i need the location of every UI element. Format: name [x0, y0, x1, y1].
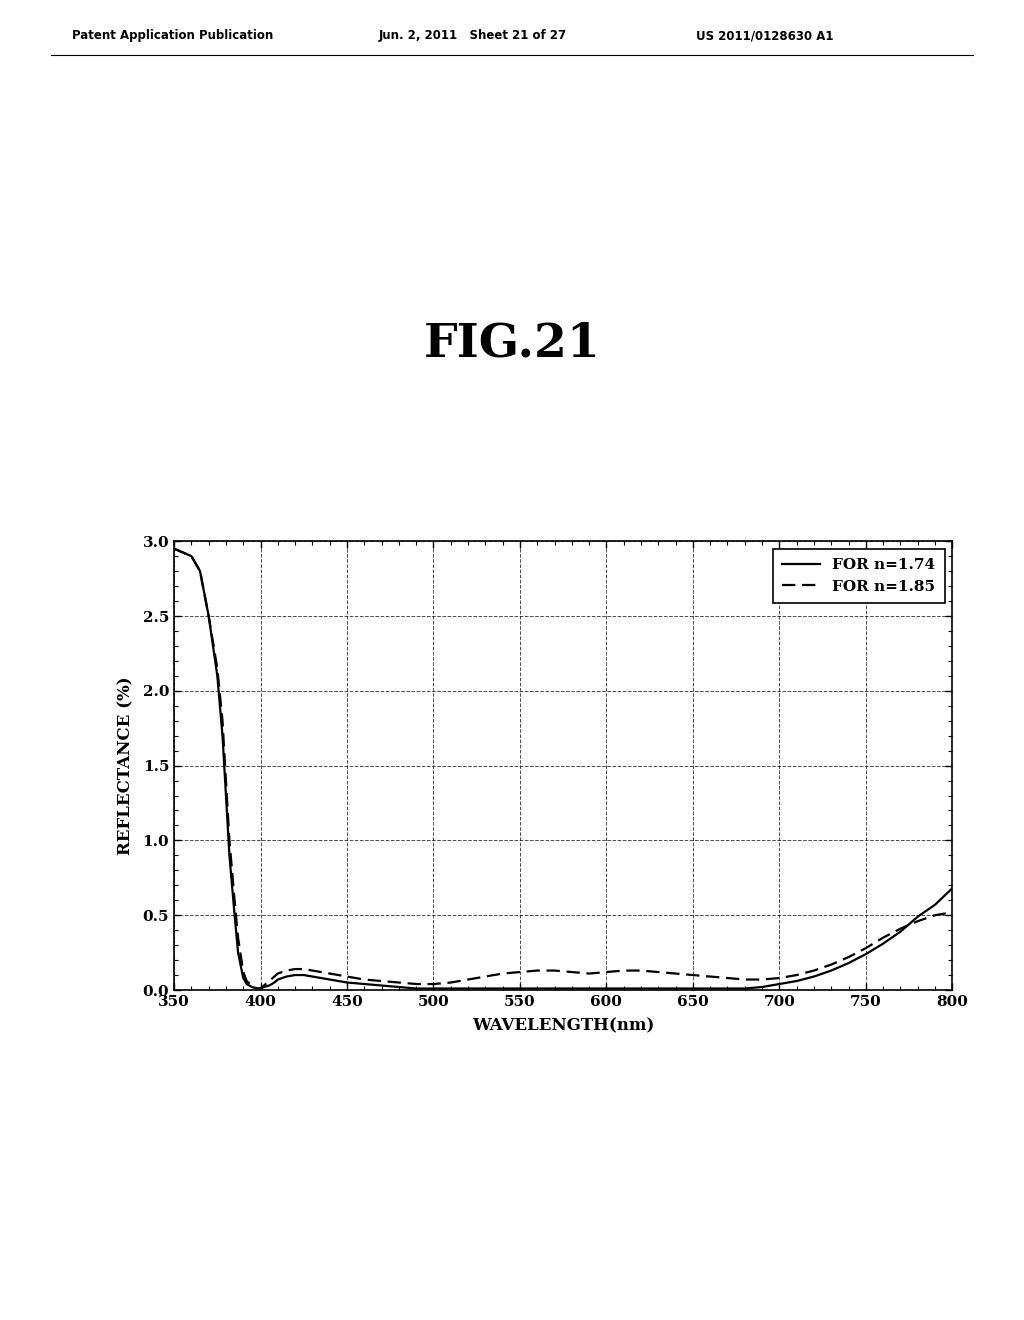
FOR n=1.85 — [479, 969, 492, 985]
Text: Jun. 2, 2011   Sheet 21 of 27: Jun. 2, 2011 Sheet 21 of 27 — [379, 29, 567, 42]
FOR n=1.85 — [549, 962, 561, 978]
FOR n=1.85 — [246, 978, 258, 994]
FOR n=1.74 — [168, 541, 180, 557]
X-axis label: WAVELENGTH(nm): WAVELENGTH(nm) — [472, 1018, 654, 1034]
Text: Patent Application Publication: Patent Application Publication — [72, 29, 273, 42]
FOR n=1.85 — [946, 904, 958, 920]
FOR n=1.74 — [946, 880, 958, 896]
FOR n=1.85 — [825, 957, 838, 973]
FOR n=1.85 — [306, 962, 318, 978]
FOR n=1.85 — [258, 978, 270, 994]
FOR n=1.85 — [168, 541, 180, 557]
FOR n=1.74 — [825, 962, 838, 978]
Line: FOR n=1.85: FOR n=1.85 — [174, 549, 952, 989]
Text: FIG.21: FIG.21 — [424, 321, 600, 366]
Y-axis label: REFLECTANCE (%): REFLECTANCE (%) — [118, 676, 134, 855]
FOR n=1.74 — [258, 979, 270, 995]
FOR n=1.74 — [549, 981, 561, 997]
FOR n=1.74 — [251, 981, 263, 997]
Text: US 2011/0128630 A1: US 2011/0128630 A1 — [696, 29, 834, 42]
FOR n=1.74 — [306, 969, 318, 985]
FOR n=1.74 — [246, 979, 258, 995]
FOR n=1.74 — [479, 981, 492, 997]
FOR n=1.85 — [251, 981, 263, 997]
Line: FOR n=1.74: FOR n=1.74 — [174, 549, 952, 989]
Legend: FOR n=1.74, FOR n=1.85: FOR n=1.74, FOR n=1.85 — [773, 549, 945, 603]
